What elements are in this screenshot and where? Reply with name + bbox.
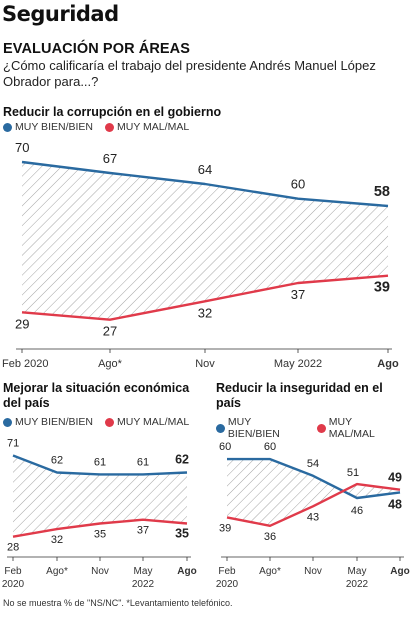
series-line-good [227, 457, 401, 500]
legend-dot-bad-icon [316, 423, 326, 433]
legend-label-bad: MUY MAL/MAL [117, 416, 190, 428]
data-label: 27 [103, 324, 117, 339]
chart-heading: EVALUACIÓN POR ÁREAS [3, 41, 191, 57]
survey-question: ¿Cómo calificaría el trabajo del preside… [3, 58, 376, 89]
x-tick-label: Feb 2020 [216, 566, 239, 590]
x-tick-label: May 2022 [132, 566, 155, 590]
data-label: 43 [307, 511, 319, 523]
legend-item-good: MUY BIEN/BIEN [3, 121, 93, 133]
legend-dot-good-icon [216, 423, 225, 433]
legend-dot-good-icon [3, 417, 12, 427]
legend-dot-bad-icon [105, 122, 114, 132]
legend-label-bad: MUY MAL/MAL [117, 121, 190, 133]
data-label: 62 [175, 453, 189, 467]
legend-item-bad: MUY MAL/MAL [105, 121, 189, 133]
hatched-area [13, 455, 187, 537]
data-label: 64 [198, 162, 212, 177]
panel-title-insecurity: Reducir la inseguridad en el país [216, 381, 383, 410]
series-line-good [21, 160, 389, 208]
x-tick-label: Feb 2020 [2, 358, 48, 370]
data-label: 32 [198, 305, 212, 320]
x-tick-label: Nov [304, 566, 322, 577]
data-label: 54 [307, 458, 319, 470]
legend-item-bad: MUY MAL/MAL [105, 416, 189, 428]
data-label: 61 [137, 456, 149, 468]
x-tick-label: Nov [195, 358, 215, 370]
series-line-good [12, 454, 188, 476]
series-line-bad [21, 274, 389, 321]
x-tick-label: Ago* [46, 566, 68, 577]
x-tick-label: May 2022 [274, 358, 322, 370]
x-tick-label: Ago* [259, 566, 281, 577]
x-tick-label: Ago [390, 566, 409, 577]
data-label: 48 [388, 497, 402, 511]
data-label: 67 [103, 151, 117, 166]
hatched-area [22, 162, 388, 320]
data-label: 29 [15, 316, 29, 331]
legend-corruption: MUY BIEN/BIEN MUY MAL/MAL [3, 121, 201, 133]
data-label: 60 [264, 441, 276, 453]
legend-label-bad: MUY MAL/MAL [328, 416, 375, 440]
legend-dot-bad-icon [105, 417, 114, 427]
legend-item-bad: MUY MAL/MAL [316, 416, 400, 440]
data-label: 60 [219, 441, 231, 453]
legend-label-good: MUY BIEN/BIEN [15, 416, 93, 428]
legend-dot-good-icon [3, 122, 12, 132]
panel-title-economy: Mejorar la situación económica del país [3, 381, 190, 410]
data-label: 70 [15, 140, 29, 155]
panel-title-corruption: Reducir la corrupción en el gobierno [3, 105, 222, 119]
data-label: 60 [291, 177, 305, 192]
data-label: 35 [175, 526, 189, 540]
legend-item-good: MUY BIEN/BIEN [216, 416, 305, 440]
data-label: 37 [291, 287, 305, 302]
footnote: No se muestra % de "NS/NC". *Levantamien… [3, 598, 233, 608]
data-label: 32 [51, 534, 63, 546]
chart-insecurity: Feb 2020 Ago* Nov May 2022 Ago 60 60 54 46 48 39 36 43… [216, 441, 410, 590]
series-line-bad [226, 482, 401, 527]
hatched-area [227, 459, 400, 526]
data-label: 49 [388, 471, 402, 485]
legend-insecurity: MUY BIEN/BIEN MUY MAL/MAL [216, 416, 412, 440]
legend-economy: MUY BIEN/BIEN MUY MAL/MAL [3, 416, 201, 428]
data-label: 36 [264, 531, 276, 543]
x-tick-label: Ago [377, 358, 399, 370]
series-line-bad [12, 518, 188, 538]
data-label: 39 [219, 522, 231, 534]
x-tick-label: Ago [177, 566, 196, 577]
x-tick-label: Feb 2020 [2, 566, 25, 590]
data-label: 61 [94, 456, 106, 468]
legend-item-good: MUY BIEN/BIEN [3, 416, 93, 428]
data-label: 58 [374, 184, 390, 200]
data-label: 35 [94, 528, 106, 540]
data-label: 46 [351, 505, 363, 517]
legend-label-good: MUY BIEN/BIEN [15, 121, 93, 133]
data-label: 62 [51, 455, 63, 467]
chart-economy: Feb 2020 Ago* Nov May 2022 Ago 71 62 61 61 62 28 32 35… [2, 438, 197, 590]
legend-label-good: MUY BIEN/BIEN [227, 416, 280, 440]
data-label: 28 [7, 542, 19, 554]
data-label: 37 [137, 525, 149, 537]
page-title: Seguridad [2, 2, 119, 26]
data-label: 51 [347, 467, 359, 479]
x-tick-label: Nov [91, 566, 109, 577]
x-tick-label: May 2022 [346, 566, 369, 590]
x-tick-label: Ago* [98, 358, 123, 370]
data-label: 71 [7, 438, 19, 450]
data-label: 39 [374, 280, 390, 296]
chart-corruption: Feb 2020 Ago* Nov May 2022 Ago 70 67 64 60 58 29 27… [2, 140, 399, 370]
